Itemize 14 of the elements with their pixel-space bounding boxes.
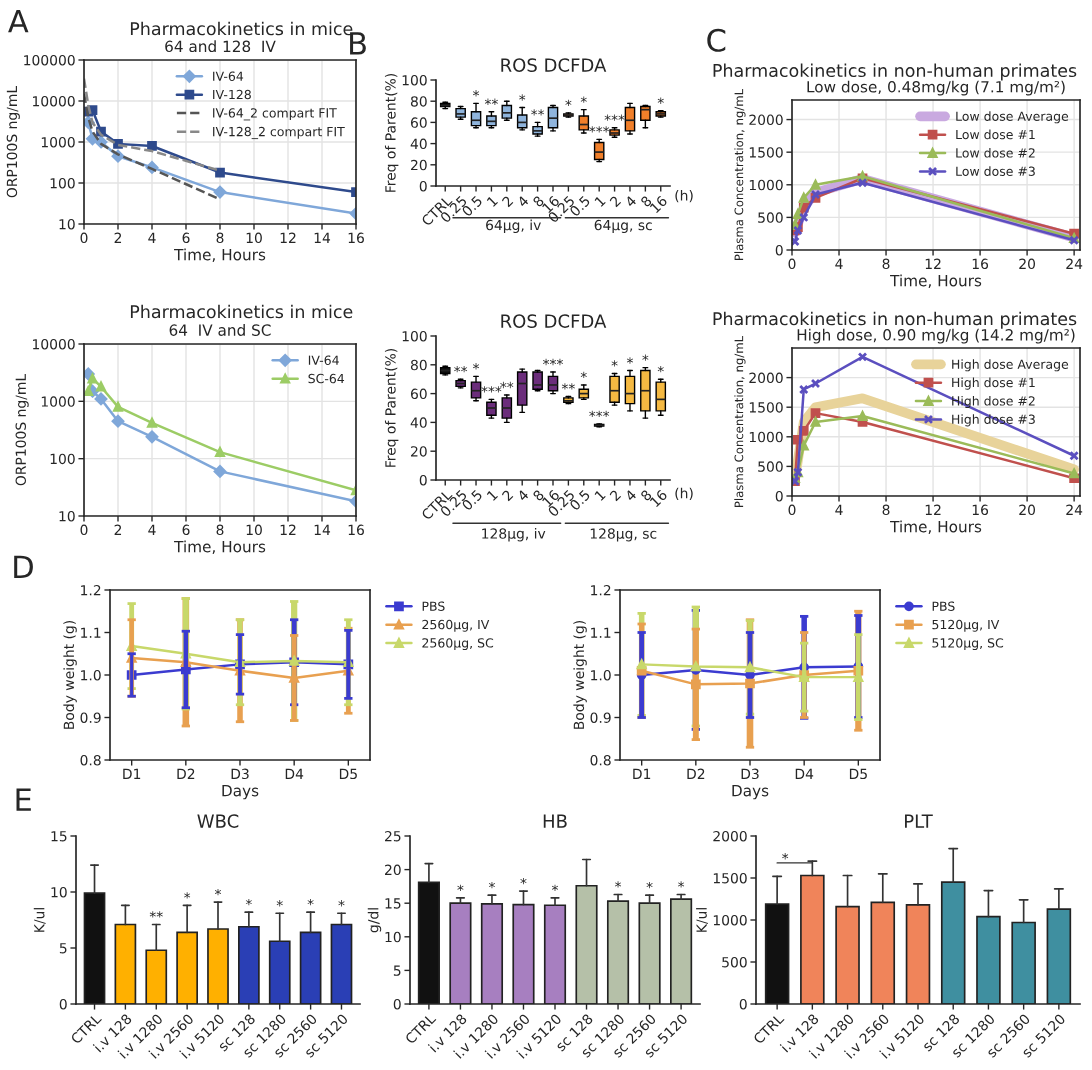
- text: B: [350, 32, 366, 55]
- text: C: [707, 28, 726, 52]
- chart-title: Pharmacokinetics in mice: [130, 304, 353, 319]
- chart-title: ROS DCFDA: [501, 58, 607, 72]
- chart-title: Pharmacokinetics in non-human primates: [713, 63, 1077, 81]
- text: E: [16, 788, 31, 811]
- chart-title: WBC: [197, 814, 239, 828]
- chart-title: Pharmacokinetics in non-human primates: [713, 311, 1077, 329]
- text: A: [8, 10, 29, 33]
- chart-title: ROS DCFDA: [501, 314, 607, 328]
- chart-title: PLT: [905, 814, 933, 828]
- text: D: [14, 555, 33, 579]
- chart-title: HB: [543, 814, 567, 828]
- chart-title: Pharmacokinetics in mice: [130, 21, 353, 36]
